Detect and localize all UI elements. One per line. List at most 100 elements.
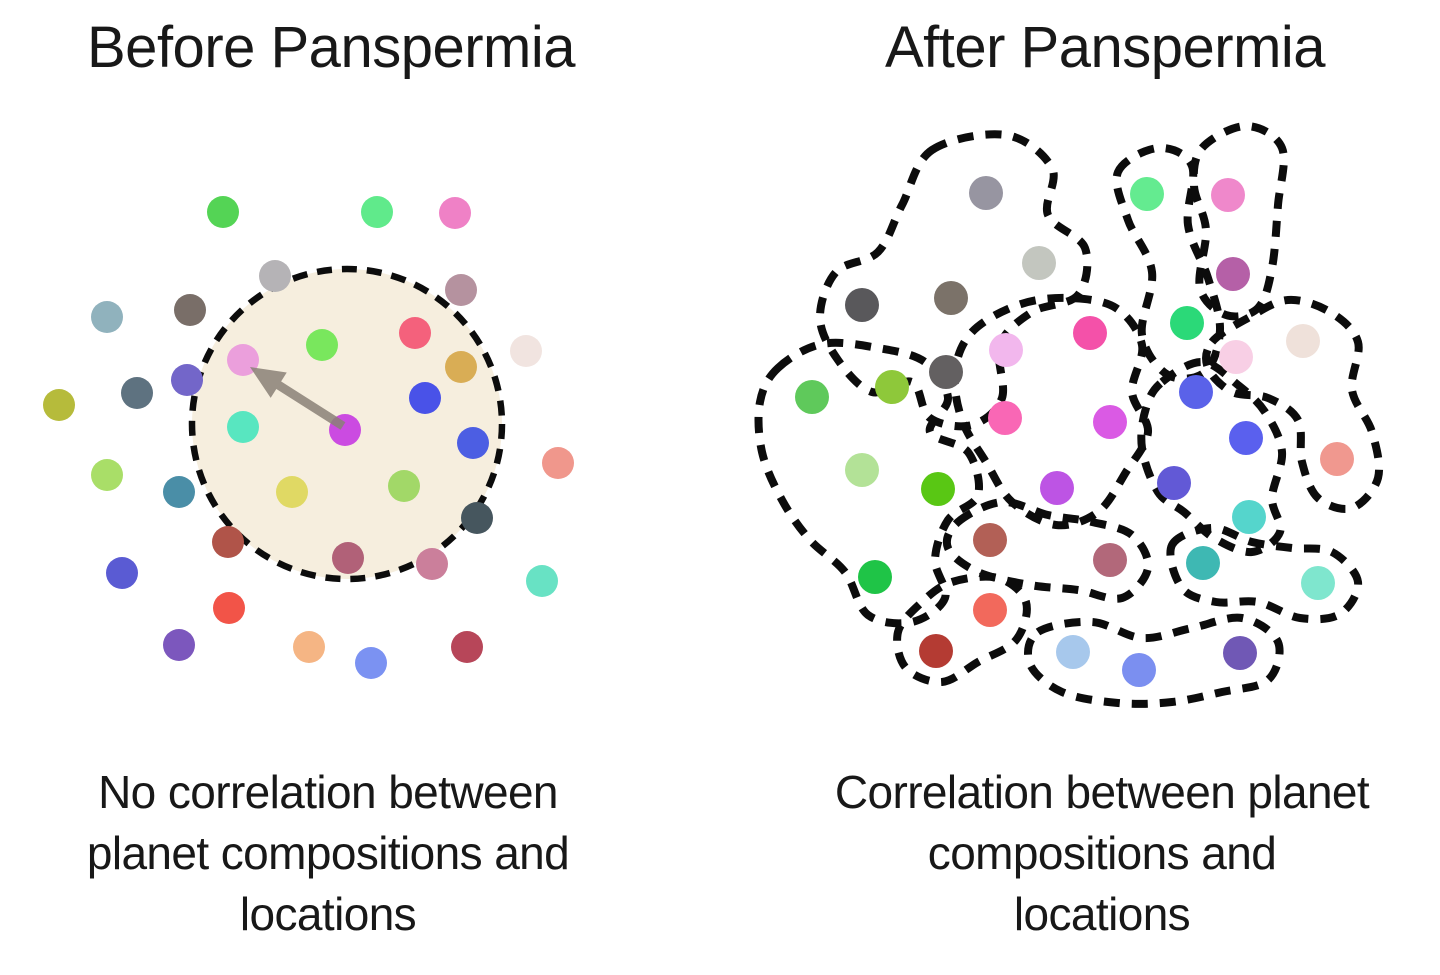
planet-dot: [276, 476, 308, 508]
planet-dot: [1286, 324, 1320, 358]
planet-dot: [332, 542, 364, 574]
planet-dot: [510, 335, 542, 367]
planet-dot: [973, 523, 1007, 557]
planet-dot: [1223, 636, 1257, 670]
mauve-planets-group: [973, 523, 1127, 577]
planet-dot: [1216, 257, 1250, 291]
planet-dot: [409, 382, 441, 414]
gray-region: [816, 130, 1092, 431]
planet-dot: [439, 197, 471, 229]
red-planets-group: [919, 593, 1007, 668]
planet-dot: [542, 447, 574, 479]
planet-dot: [388, 470, 420, 502]
planet-dot: [212, 526, 244, 558]
planet-dot: [1157, 466, 1191, 500]
planet-dot: [845, 288, 879, 322]
midgreen-region: [1112, 143, 1225, 383]
before-caption: No correlation between planet compositio…: [86, 766, 570, 941]
planet-dot: [989, 333, 1023, 367]
after-title: After Panspermia: [884, 15, 1326, 80]
planet-dot: [171, 364, 203, 396]
blue-region: [1137, 358, 1287, 557]
planet-dot: [921, 472, 955, 506]
planet-dot: [1130, 177, 1164, 211]
red-region: [893, 572, 1031, 687]
planet-dot: [973, 593, 1007, 627]
planet-dot: [934, 281, 968, 315]
mauve-region: [942, 497, 1153, 603]
planet-dot: [213, 592, 245, 624]
planet-dot: [461, 502, 493, 534]
planet-dot: [988, 401, 1022, 435]
teal-planets-group: [1186, 546, 1335, 600]
planet-dot: [355, 647, 387, 679]
planet-dot: [1170, 306, 1204, 340]
blue-planets-group: [1157, 375, 1266, 534]
after-caption: Correlation between planet compositions …: [834, 766, 1370, 941]
planet-dot: [919, 634, 953, 668]
bottomblue-region: [1024, 613, 1284, 708]
planet-dot: [445, 274, 477, 306]
arrow-head-icon: [250, 367, 287, 398]
planet-dot: [457, 427, 489, 459]
planet-dot: [227, 411, 259, 443]
after-diagram: [754, 121, 1384, 708]
planet-dot: [858, 560, 892, 594]
planet-dot: [163, 476, 195, 508]
green-region: [754, 338, 983, 628]
arrow-shaft: [271, 378, 346, 430]
planet-dot: [1022, 246, 1056, 280]
planet-dot: [929, 355, 963, 389]
pale-planets-group: [1219, 324, 1354, 476]
pale-region: [1202, 295, 1384, 513]
toprightpink-planets-group: [1211, 178, 1250, 291]
planet-dot: [399, 317, 431, 349]
planet-dot: [106, 557, 138, 589]
planet-dot: [1093, 543, 1127, 577]
planet-dot: [293, 631, 325, 663]
planet-dot: [1219, 340, 1253, 374]
planet-dot: [306, 329, 338, 361]
planet-dot: [875, 370, 909, 404]
planet-dot: [1229, 421, 1263, 455]
planet-dot: [91, 459, 123, 491]
planet-dot: [163, 629, 195, 661]
planet-dot: [1122, 653, 1156, 687]
planet-dot: [451, 631, 483, 663]
magenta-planets-group: [988, 316, 1127, 505]
planet-dot: [91, 301, 123, 333]
planet-dot: [1056, 635, 1090, 669]
planet-dot: [121, 377, 153, 409]
transfer-arrow: [250, 367, 346, 430]
midgreen-planets-group: [1130, 177, 1204, 340]
planet-dot: [1232, 500, 1266, 534]
planet-dot: [416, 548, 448, 580]
before-title: Before Panspermia: [87, 15, 575, 80]
planet-dot: [526, 565, 558, 597]
planet-dot: [207, 196, 239, 228]
gray-planets-group: [845, 176, 1056, 389]
planet-dot: [361, 196, 393, 228]
before-diagram: [43, 196, 574, 679]
planet-dot: [1040, 471, 1074, 505]
planet-dot: [845, 453, 879, 487]
planet-dot: [1186, 546, 1220, 580]
planet-dot: [259, 260, 291, 292]
planet-dot: [1073, 316, 1107, 350]
green-planets-group: [795, 370, 955, 594]
teal-region: [1166, 524, 1363, 624]
planet-dot: [1320, 442, 1354, 476]
planet-dot: [43, 389, 75, 421]
bottomblue-planets-group: [1056, 635, 1257, 687]
planet-dot: [969, 176, 1003, 210]
planet-dot: [1093, 405, 1127, 439]
planet-dot: [795, 380, 829, 414]
planet-dot: [174, 294, 206, 326]
planet-dot: [445, 351, 477, 383]
planet-dot: [1301, 566, 1335, 600]
planet-dot: [1211, 178, 1245, 212]
magenta-region: [950, 293, 1152, 530]
planet-dot: [1179, 375, 1213, 409]
